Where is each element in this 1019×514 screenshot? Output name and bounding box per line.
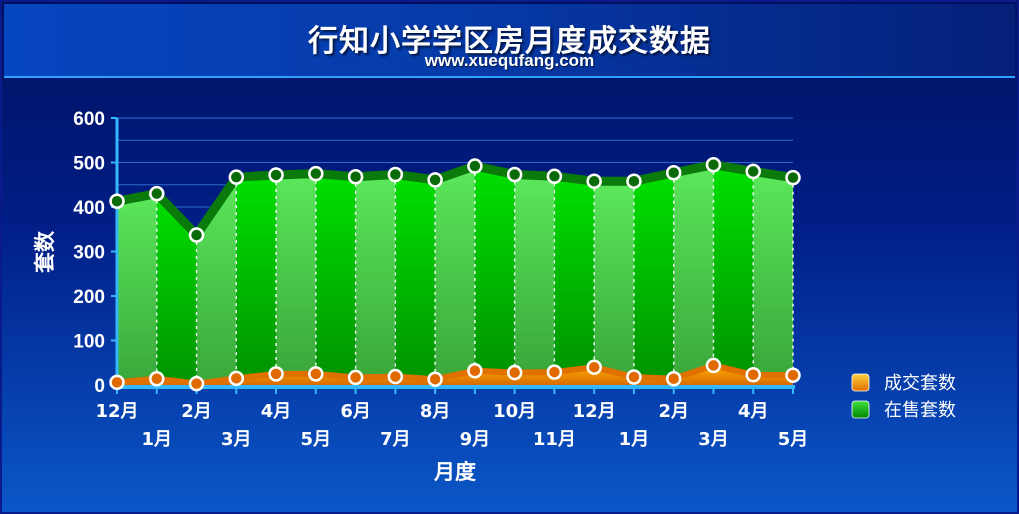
sold-point	[268, 366, 284, 382]
chart-title: 行知小学学区房月度成交数据	[308, 24, 711, 59]
on-sale-area-segment	[435, 166, 475, 380]
sold-point	[228, 370, 245, 387]
y-axis-title: 套数	[33, 230, 57, 273]
on-sale-point	[149, 185, 165, 202]
x-tick-label: 2月	[658, 401, 689, 422]
on-sale-point	[506, 166, 523, 183]
sold-point	[387, 368, 404, 385]
x-tick-label: 5月	[778, 429, 809, 450]
on-sale-point	[308, 165, 324, 182]
on-sale-area-segment	[156, 193, 197, 384]
on-sale-area-segment	[355, 174, 396, 378]
on-sale-point	[785, 169, 801, 186]
on-sale-area-segment	[315, 173, 356, 378]
on-sale-point	[109, 193, 125, 209]
on-sale-area-segment	[753, 171, 793, 376]
x-tick-label: 7月	[380, 429, 411, 450]
sold-point	[785, 367, 801, 383]
sold-point	[546, 364, 563, 380]
on-sale-point	[626, 173, 642, 189]
on-sale-area-segment	[594, 181, 634, 377]
x-tick-label: 3月	[698, 429, 729, 450]
on-sale-area-segment	[633, 172, 674, 379]
legend-label-sold: 成交套数	[884, 373, 956, 394]
y-tick-label: 400	[73, 198, 105, 219]
on-sale-point	[705, 156, 722, 173]
x-tick-label: 8月	[420, 401, 451, 422]
sold-point	[149, 371, 165, 387]
x-tick-label: 6月	[340, 401, 371, 422]
title-band: 行知小学学区房月度成交数据 www.xuequfang.com	[4, 4, 1015, 78]
legend-swatch-on-sale	[851, 400, 870, 419]
x-tick-label: 3月	[221, 429, 252, 450]
x-tick-label: 1月	[141, 429, 172, 450]
on-sale-area-segment	[236, 174, 277, 379]
x-tick-label: 1月	[619, 429, 650, 450]
y-tick-label: 200	[73, 287, 105, 308]
chart-subtitle: www.xuequfang.com	[424, 51, 595, 70]
sold-point	[308, 366, 324, 382]
sold-point	[347, 369, 364, 386]
sold-point	[109, 374, 125, 391]
on-sale-area-segment	[673, 164, 714, 379]
on-sale-point	[188, 227, 205, 243]
on-sale-point	[467, 158, 483, 174]
on-sale-point	[546, 168, 563, 185]
on-sale-point	[427, 172, 443, 188]
x-tick-label: 10月	[493, 401, 536, 422]
on-sale-area-segment	[554, 176, 595, 373]
y-tick-label: 300	[73, 243, 105, 264]
sold-point	[626, 369, 642, 385]
on-sale-point	[387, 166, 404, 183]
x-tick-label: 12月	[95, 401, 138, 422]
on-sale-area-segment	[276, 173, 316, 374]
y-tick-label: 600	[73, 109, 105, 130]
on-sale-area-segment	[514, 174, 555, 373]
y-tick-label: 100	[73, 332, 105, 353]
on-sale-point	[665, 164, 682, 181]
y-tick-label: 0	[94, 376, 105, 397]
sold-point	[665, 371, 682, 387]
x-tick-label: 12月	[573, 401, 616, 422]
sold-point	[705, 357, 722, 374]
on-sale-area-segment	[713, 164, 754, 375]
x-tick-label: 2月	[181, 401, 212, 422]
x-axis-title: 月度	[433, 460, 476, 484]
y-tick-label: 500	[73, 154, 105, 175]
on-sale-point	[228, 169, 245, 185]
sold-point	[427, 371, 443, 387]
sold-point	[586, 359, 602, 375]
on-sale-point	[586, 173, 602, 189]
sold-point	[745, 367, 761, 383]
sold-point	[188, 375, 205, 392]
on-sale-point	[268, 167, 284, 183]
on-sale-area-segment	[117, 193, 157, 383]
on-sale-point	[745, 163, 761, 180]
sold-point	[467, 363, 483, 379]
on-sale-point	[347, 168, 364, 185]
on-sale-area-segment	[474, 166, 515, 373]
x-tick-label: 5月	[301, 429, 332, 450]
x-tick-label: 4月	[738, 401, 769, 422]
on-sale-area-segment	[395, 174, 436, 380]
x-tick-label: 9月	[460, 429, 491, 450]
x-tick-label: 4月	[261, 401, 292, 422]
legend-swatch-sold	[851, 373, 870, 392]
sold-point	[506, 364, 523, 381]
x-tick-label: 11月	[533, 429, 576, 450]
on-sale-area-segment	[196, 177, 237, 384]
legend-label-on-sale: 在售套数	[884, 400, 956, 421]
